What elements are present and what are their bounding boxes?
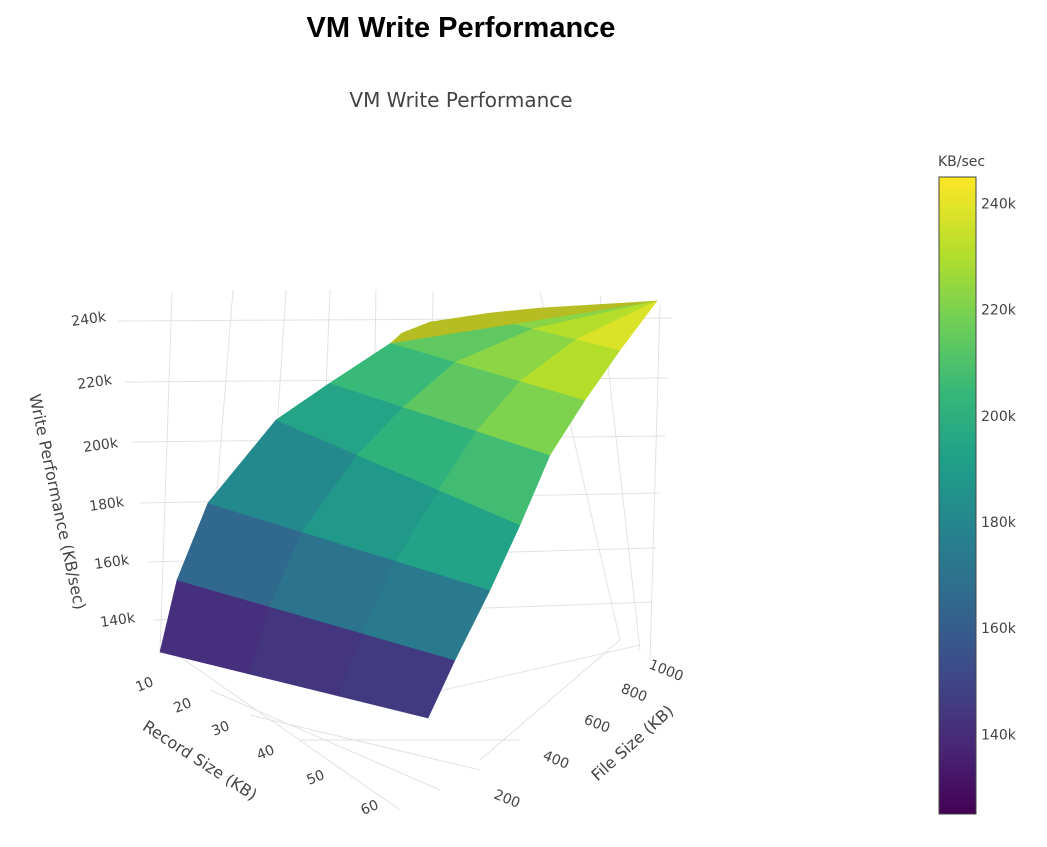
grid-line [249, 714, 481, 771]
z-tick-label: 220k [76, 372, 114, 393]
y-tick-label: 60 [359, 797, 382, 819]
x-axis-title: File Size (KB) [587, 701, 677, 785]
y-tick-label: 10 [134, 674, 157, 696]
y-tick-label: 50 [305, 767, 328, 789]
y-tick-label: 30 [210, 718, 233, 740]
z-tick-label: 140k [99, 610, 137, 631]
surface-top-edge [390, 300, 658, 344]
colorbar-tick-label: 160k [981, 621, 1017, 637]
z-tick-label: 240k [70, 309, 108, 330]
z-tick-label: 180k [88, 494, 126, 515]
x-tick-label: 1000 [647, 657, 686, 685]
surface[interactable] [159, 300, 658, 719]
colorbar-tick-label: 140k [981, 727, 1017, 743]
x-tick-label: 200 [492, 787, 523, 812]
colorbar-tick-label: 180k [981, 515, 1017, 531]
colorbar: KB/sec 140k 160k 180k 200k 220k 240k [938, 154, 1017, 815]
surface-patch[interactable] [575, 300, 658, 351]
grid-line [169, 649, 401, 811]
grid-line [649, 304, 661, 661]
x-tick-label: 800 [619, 681, 650, 706]
chart-subtitle: VM Write Performance [349, 88, 572, 112]
colorbar-gradient [938, 176, 977, 815]
colorbar-title: KB/sec [938, 154, 985, 170]
z-tick-label: 160k [93, 552, 131, 573]
y-tick-label: 20 [172, 695, 195, 717]
grid-line [479, 639, 621, 761]
y-tick-label: 40 [255, 742, 278, 764]
grid-line [159, 291, 173, 653]
page-title: VM Write Performance [306, 12, 616, 44]
colorbar-tick-label: 200k [981, 409, 1017, 425]
colorbar-tick-label: 240k [981, 197, 1017, 213]
x-tick-label: 400 [541, 748, 572, 773]
y-axis-title: Record Size (KB) [139, 716, 260, 804]
z-tick-label: 200k [82, 435, 120, 456]
colorbar-tick-label: 220k [981, 303, 1017, 319]
z-axis-title: Write Performance (KB/sec) [25, 392, 89, 611]
x-tick-label: 600 [582, 712, 613, 737]
